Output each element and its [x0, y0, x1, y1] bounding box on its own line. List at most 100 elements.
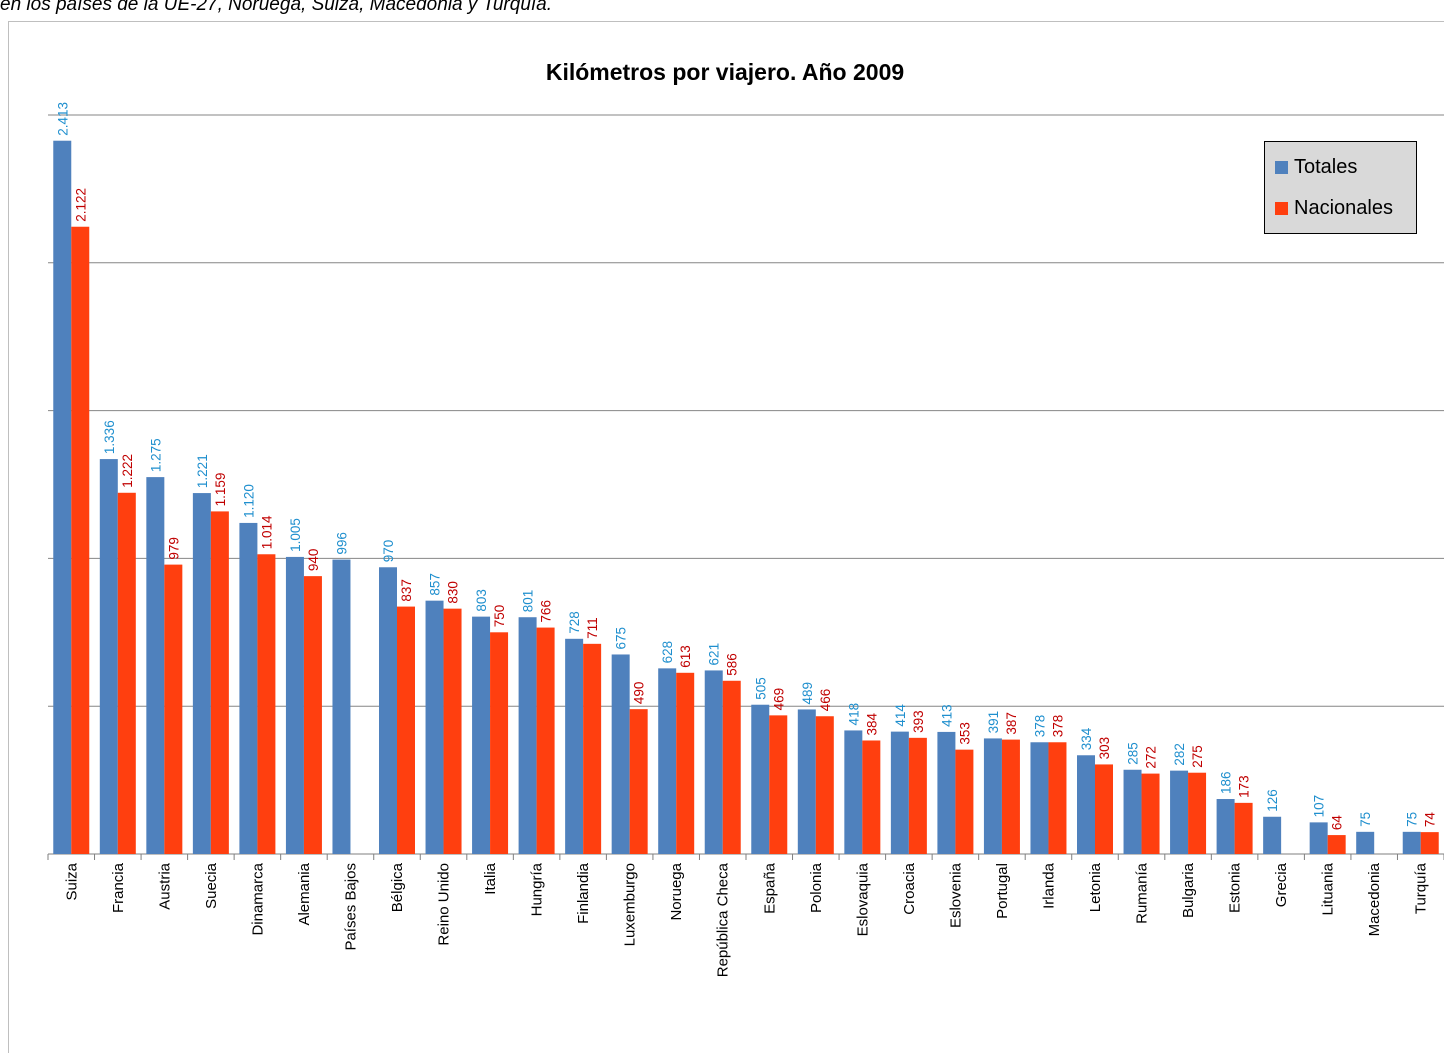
data-label-nacionales: 766: [539, 600, 554, 623]
bar-nacionales: [722, 680, 741, 854]
data-label-nacionales: 490: [632, 682, 647, 705]
legend: Totales Nacionales: [1264, 141, 1417, 234]
x-tick-label: Finlandia: [575, 862, 592, 924]
x-tick-label: Polonia: [808, 862, 825, 913]
data-label-totales: 107: [1312, 795, 1327, 818]
bar-totales: [472, 616, 491, 854]
data-label-nacionales: 275: [1190, 745, 1205, 768]
data-label-nacionales: 2.122: [73, 188, 88, 222]
bar-nacionales: [1327, 835, 1346, 854]
bar-totales: [937, 731, 956, 854]
x-tick-label: Eslovenia: [947, 862, 964, 928]
bar-nacionales: [1001, 739, 1020, 854]
data-label-totales: 334: [1079, 727, 1094, 750]
x-tick-label: Austria: [156, 862, 173, 909]
bar-nacionales: [815, 716, 834, 854]
data-label-totales: 505: [753, 677, 768, 700]
data-label-nacionales: 750: [492, 605, 507, 628]
data-label-totales: 75: [1405, 812, 1420, 827]
legend-item-nacionales: Nacionales: [1275, 197, 1393, 220]
x-tick-label: España: [761, 862, 778, 914]
bar-totales: [1402, 831, 1421, 854]
x-tick-label: Bulgaria: [1180, 862, 1197, 918]
bar-totales: [658, 668, 677, 854]
bar-totales: [1077, 755, 1095, 854]
x-tick-label: Bélgica: [389, 862, 406, 912]
data-label-nacionales: 979: [166, 537, 181, 560]
data-label-nacionales: 272: [1144, 746, 1159, 769]
data-label-nacionales: 74: [1423, 812, 1438, 828]
caption: en los países de la UE-27, Noruega, Suiz…: [0, 0, 553, 15]
bar-totales: [425, 600, 444, 854]
bar-nacionales: [583, 643, 602, 854]
data-label-nacionales: 378: [1050, 715, 1065, 738]
data-label-nacionales: 837: [399, 579, 414, 602]
bar-nacionales: [490, 632, 509, 854]
legend-swatch-totales: [1275, 161, 1288, 174]
bar-totales: [146, 477, 165, 854]
bar-totales: [53, 140, 72, 855]
data-label-totales: 414: [893, 704, 908, 727]
bar-totales: [1356, 831, 1375, 854]
chart-frame: [8, 21, 1444, 1053]
x-tick-label: Estonia: [1227, 862, 1244, 913]
bar-nacionales: [1420, 832, 1439, 854]
data-label-totales: 857: [428, 573, 443, 596]
data-label-totales: 186: [1219, 771, 1234, 794]
bar-totales: [751, 704, 770, 854]
bar-nacionales: [1234, 802, 1253, 854]
data-label-nacionales: 830: [446, 581, 461, 604]
data-label-totales: 1.221: [195, 454, 210, 488]
bar-totales: [285, 556, 304, 854]
data-label-nacionales: 384: [864, 712, 879, 735]
x-tick-label: Suiza: [63, 862, 80, 900]
x-tick-label: Alemania: [296, 862, 313, 925]
bar-totales: [99, 459, 118, 854]
x-tick-label: Reino Unido: [436, 863, 453, 946]
x-tick-label: Dinamarca: [249, 862, 266, 935]
bar-totales: [332, 559, 351, 854]
bar-nacionales: [862, 740, 881, 854]
bar-totales: [1170, 770, 1189, 854]
bar-nacionales: [629, 709, 648, 854]
bar-totales: [1030, 742, 1049, 854]
bar-totales: [890, 731, 909, 854]
data-label-totales: 285: [1126, 742, 1141, 765]
legend-label-nacionales: Nacionales: [1294, 197, 1393, 219]
bar-totales: [704, 670, 723, 854]
x-tick-label: Suecia: [203, 862, 220, 909]
data-label-nacionales: 711: [585, 617, 600, 639]
data-label-totales: 628: [660, 641, 675, 664]
data-label-nacionales: 466: [818, 689, 833, 712]
bar-nacionales: [71, 226, 90, 854]
data-label-totales: 378: [1032, 715, 1047, 738]
x-tick-label: Hungría: [529, 862, 546, 916]
bar-nacionales: [676, 672, 695, 854]
bar-totales: [565, 638, 584, 854]
bar-nacionales: [164, 564, 183, 854]
bar-nacionales: [1188, 772, 1207, 854]
data-label-nacionales: 353: [957, 722, 972, 745]
x-tick-label: Portugal: [994, 863, 1011, 919]
data-label-nacionales: 469: [771, 688, 786, 711]
bar-nacionales: [117, 492, 136, 854]
x-tick-label: Rumanía: [1134, 862, 1151, 924]
data-label-nacionales: 613: [678, 645, 693, 668]
x-tick-label: República Checa: [715, 862, 732, 977]
x-tick-label: Turquía: [1413, 862, 1430, 914]
data-label-totales: 728: [567, 611, 582, 634]
data-label-totales: 2.413: [55, 102, 70, 136]
data-label-nacionales: 1.159: [213, 473, 228, 507]
x-tick-labels: Suiza Francia Austria Suecia Dinamarca Aleman…: [63, 862, 1429, 977]
legend-item-totales: Totales: [1275, 156, 1357, 179]
data-label-nacionales: 586: [725, 653, 740, 676]
data-label-totales: 1.336: [102, 420, 117, 454]
x-tick-label: Croacia: [901, 862, 918, 914]
data-label-nacionales: 387: [1004, 712, 1019, 735]
bar-totales: [844, 730, 863, 854]
bar-totales: [797, 709, 816, 854]
x-tick-label: Italia: [482, 862, 499, 894]
data-label-totales: 996: [334, 532, 349, 555]
bar-totales: [1216, 799, 1235, 854]
bar-totales: [239, 522, 258, 854]
